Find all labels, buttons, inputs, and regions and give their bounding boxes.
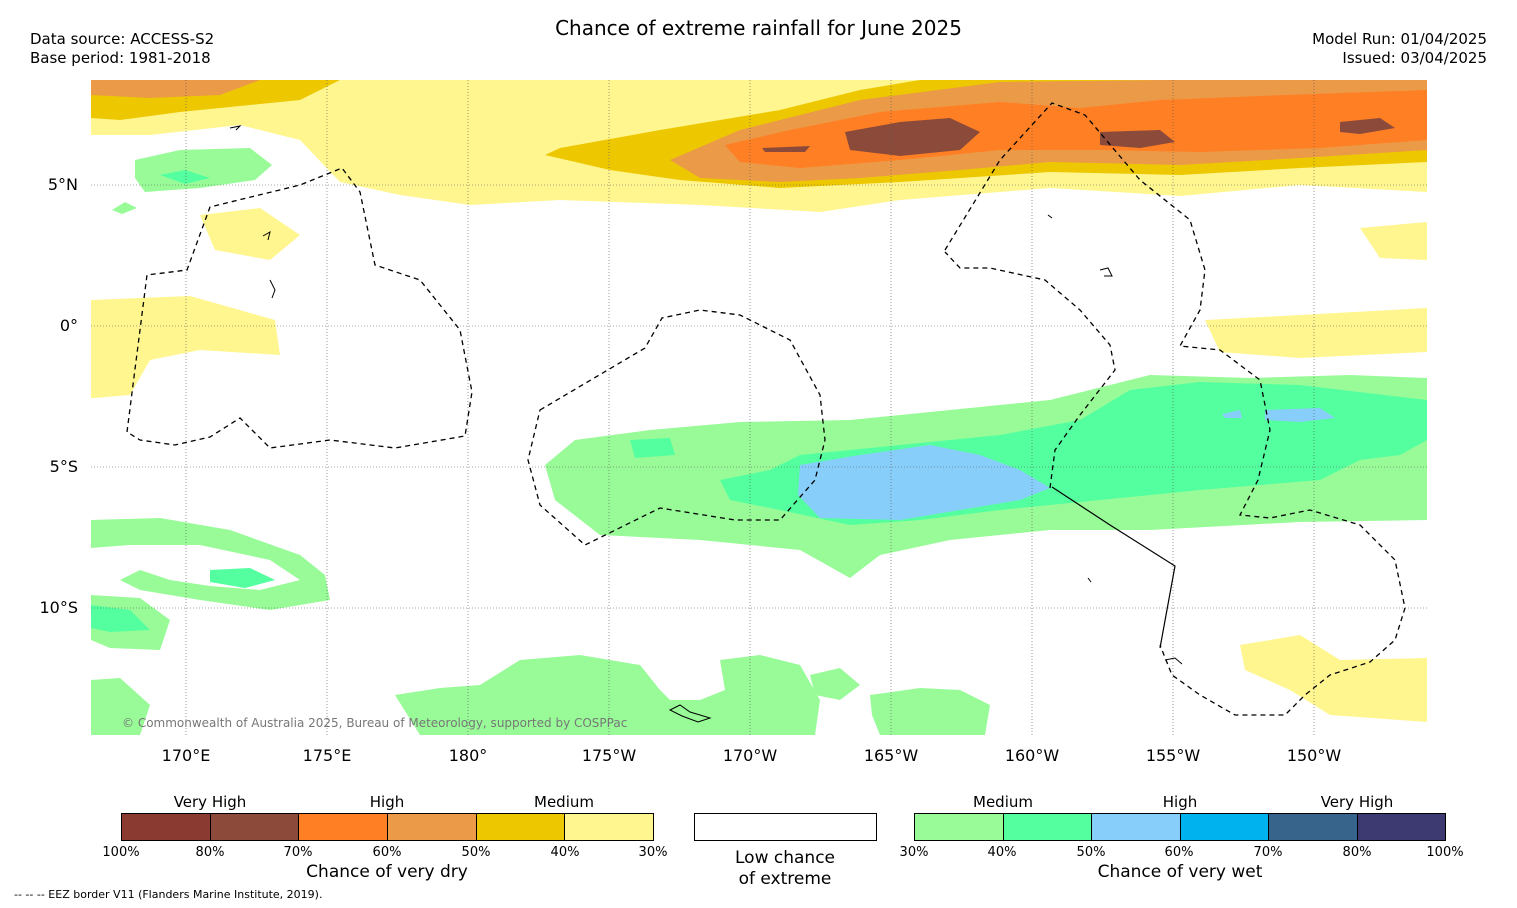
dry-swatch: [299, 814, 389, 840]
dry-category-medium: Medium: [534, 793, 594, 811]
wet-pct-label: 40%: [987, 845, 1017, 860]
wet-medium-region-nw: [135, 148, 272, 192]
data-source-label: Data source: ACCESS-S2: [30, 30, 215, 48]
lon-label-180: 180°: [448, 746, 488, 765]
eez-border-kiribati-phoenix: [527, 309, 826, 546]
wet-50-region-central: [798, 445, 1050, 520]
issued-label: Issued: 03/04/2025: [1342, 49, 1487, 67]
eez-note: -- -- -- EEZ border V11 (Flanders Marine…: [14, 888, 323, 901]
wet-swatch: [1357, 814, 1445, 840]
model-info-block: Model Run: 01/04/2025 Issued: 03/04/2025: [1312, 30, 1487, 68]
lon-label-165w: 165°W: [863, 746, 919, 765]
wet-swatch: [1003, 814, 1092, 840]
lat-label-0: 0°: [59, 316, 78, 335]
dry-pct-label: 40%: [550, 845, 580, 860]
wet-40-region-sw1: [210, 568, 275, 588]
dry-swatch: [388, 814, 477, 840]
wet-pct-label: 50%: [1076, 845, 1106, 860]
wet-swatch: [1180, 814, 1269, 840]
eez-border-kiribati-gilbert: [126, 167, 473, 449]
neutral-caption-line2: of extreme: [738, 869, 832, 889]
dry-medium-region-east1: [1205, 308, 1427, 358]
lon-label-160w: 160°W: [1004, 746, 1060, 765]
dry-pct-label: 60%: [372, 845, 402, 860]
eez-border-solid: [1051, 486, 1176, 649]
wet-pct-label: 70%: [1253, 845, 1283, 860]
wet-category-very-high: Very High: [1320, 793, 1394, 811]
dry-pct-label: 100%: [102, 845, 140, 860]
dry-50-region: [91, 80, 1427, 182]
coastlines: [229, 125, 1183, 723]
wet-swatch: [1269, 814, 1358, 840]
lon-label-175w: 175°W: [581, 746, 637, 765]
eez-borders: [126, 102, 1406, 716]
wet-40-region-sw2: [91, 605, 150, 632]
dry-pct-label: 30%: [638, 845, 668, 860]
base-period-label: Base period: 1981-2018: [30, 49, 211, 67]
lon-label-170w: 170°W: [722, 746, 778, 765]
wet-medium-region-sw: [91, 518, 330, 610]
wet-medium-region-sw3: [91, 678, 150, 735]
lon-label-150w: 150°W: [1286, 746, 1342, 765]
dry-swatch: [565, 814, 654, 840]
model-run-label: Model Run: 01/04/2025: [1312, 30, 1487, 48]
graticule: [91, 80, 1427, 735]
eez-border-kiribati-line: [944, 102, 1406, 716]
copyright-notice: © Commonwealth of Australia 2025, Bureau…: [122, 716, 628, 730]
wet-pct-label: 30%: [899, 845, 929, 860]
dry-very-high-region-2: [762, 146, 810, 152]
lat-label-5n: 5°N: [47, 175, 78, 194]
dry-medium-region-west: [91, 296, 280, 398]
dry-very-high-region-4: [1340, 118, 1395, 134]
data-source-block: Data source: ACCESS-S2 Base period: 1981…: [30, 30, 214, 68]
lon-label-170e: 170°E: [161, 746, 211, 765]
wet-pct-label: 80%: [1342, 845, 1372, 860]
dry-colorbar: [121, 813, 654, 841]
wet-category-high: High: [1162, 793, 1198, 811]
wet-40-region-nw: [160, 170, 210, 184]
dry-category-high: High: [369, 793, 405, 811]
dry-medium-region-south: [1240, 635, 1427, 722]
wet-swatch: [1092, 814, 1181, 840]
lat-label-10s: 10°S: [39, 598, 78, 617]
dry-swatch: [210, 814, 300, 840]
wet-50-region-east: [1222, 408, 1335, 422]
dry-swatch: [122, 814, 211, 840]
wet-colorbar: [914, 813, 1446, 841]
wet-medium-islet: [112, 202, 137, 214]
map-title: Chance of extreme rainfall for June 2025: [555, 16, 962, 40]
neutral-caption: Low chance of extreme: [685, 848, 885, 890]
wet-pct-label: 60%: [1164, 845, 1194, 860]
dry-pct-label: 50%: [461, 845, 491, 860]
wet-medium-region-south2: [810, 668, 860, 700]
dry-swatch: [476, 814, 566, 840]
map-area: [91, 80, 1427, 735]
dry-pct-label: 80%: [195, 845, 225, 860]
dry-very-high-region-3: [1100, 130, 1175, 148]
lat-label-5s: 5°S: [49, 457, 78, 476]
wet-medium-region-south: [395, 655, 820, 735]
dry-caption: Chance of very dry: [306, 862, 468, 882]
neutral-caption-line1: Low chance: [735, 848, 835, 868]
neutral-swatch: [694, 813, 877, 841]
wet-pct-label: 100%: [1426, 845, 1464, 860]
dry-pct-label: 70%: [283, 845, 313, 860]
lon-label-155w: 155°W: [1145, 746, 1201, 765]
dry-medium-region-islet: [200, 208, 300, 260]
dry-category-very-high: Very High: [173, 793, 247, 811]
wet-category-medium: Medium: [973, 793, 1033, 811]
dry-medium-region-east2: [1360, 222, 1427, 260]
wet-caption: Chance of very wet: [1097, 862, 1263, 882]
lon-label-175e: 175°E: [302, 746, 352, 765]
wet-swatch: [915, 814, 1004, 840]
dry-very-high-region-1: [845, 118, 980, 156]
wet-medium-region-south3: [870, 688, 990, 735]
